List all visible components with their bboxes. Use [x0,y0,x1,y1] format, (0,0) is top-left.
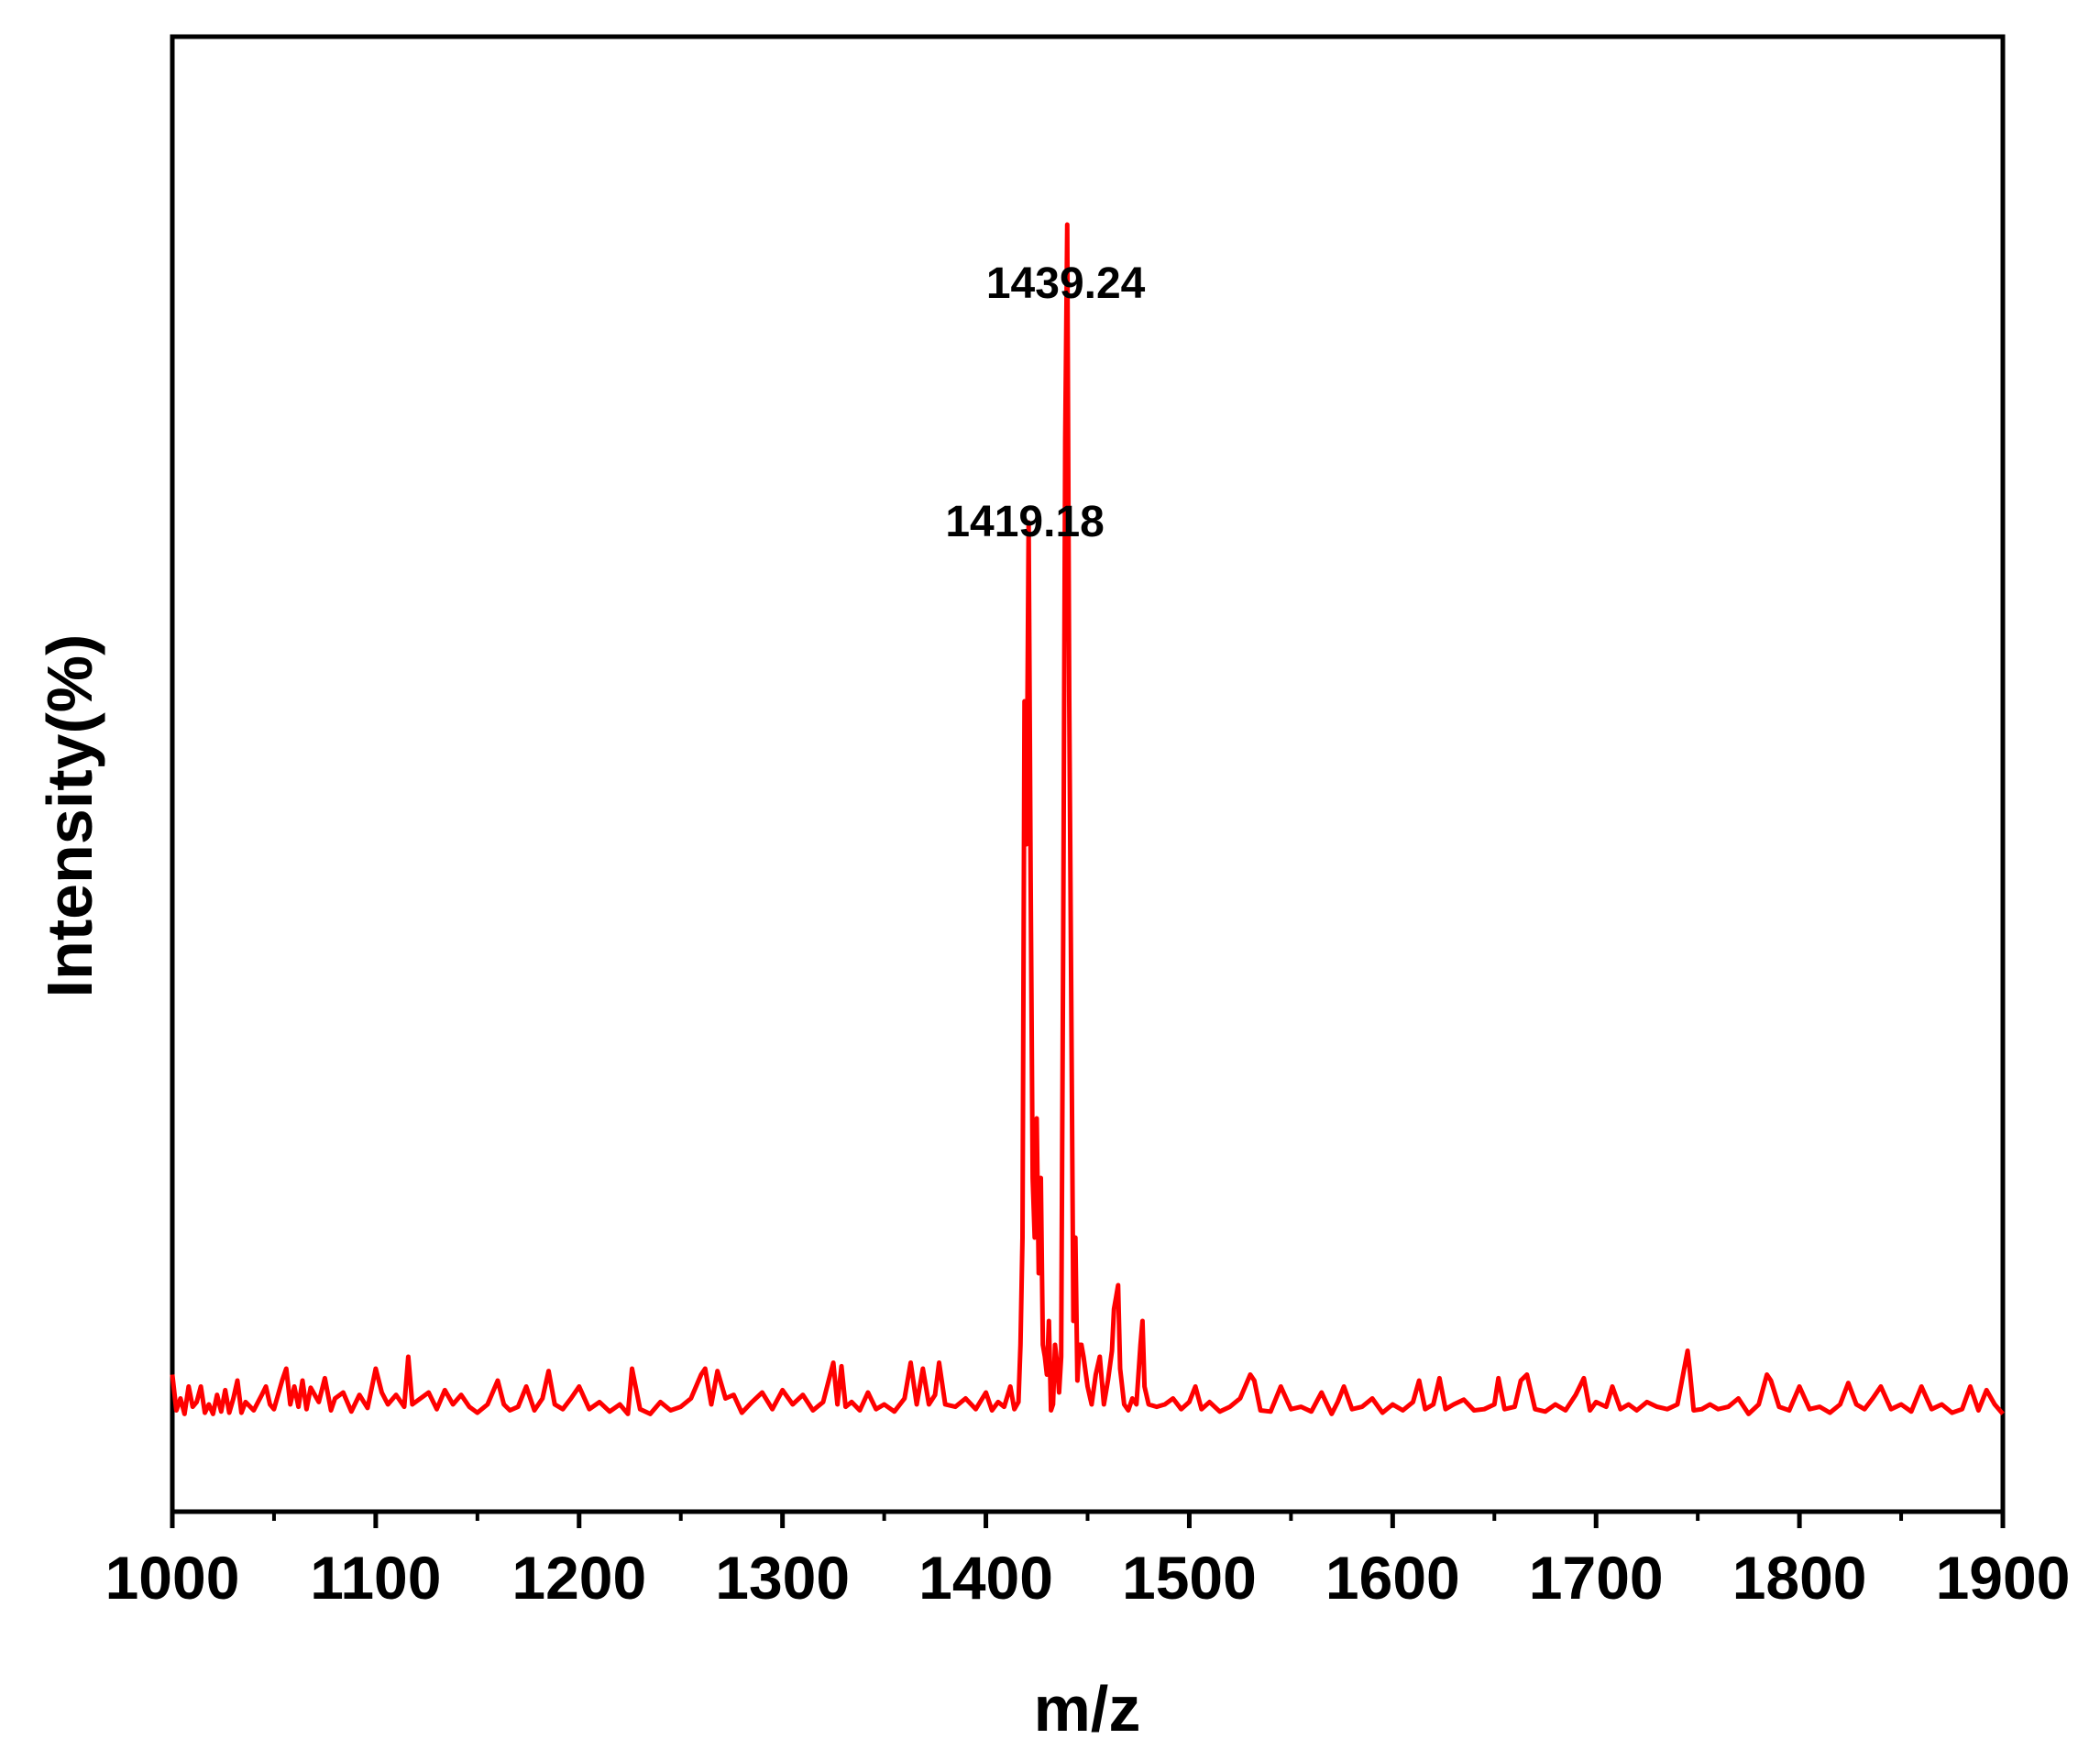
x-tick-label: 1400 [918,1544,1053,1612]
y-axis-title: Intensity(%) [34,634,105,998]
x-axis-title: m/z [1034,1673,1141,1744]
peak-label: 1419.18 [945,498,1105,546]
x-axis-tick-labels: 1000 1100 1200 1300 1400 1500 1600 1700 1800 1900 [105,1544,2071,1612]
x-tick-label: 1600 [1325,1544,1460,1612]
peak-annotations: 1419.18 1439.24 [945,259,1145,546]
x-tick-label: 1500 [1122,1544,1257,1612]
x-tick-label: 1900 [1936,1544,2071,1612]
x-tick-label: 1700 [1529,1544,1664,1612]
plot-frame [170,34,2006,1514]
peak-label: 1439.24 [986,259,1146,308]
x-tick-label: 1800 [1732,1544,1867,1612]
x-tick-label: 1200 [511,1544,646,1612]
x-tick-label: 1100 [310,1544,441,1612]
spectrum-line [170,222,2005,1416]
x-tick-label: 1000 [105,1544,240,1612]
x-axis-ticks [170,1512,2006,1528]
x-tick-label: 1300 [715,1544,850,1612]
